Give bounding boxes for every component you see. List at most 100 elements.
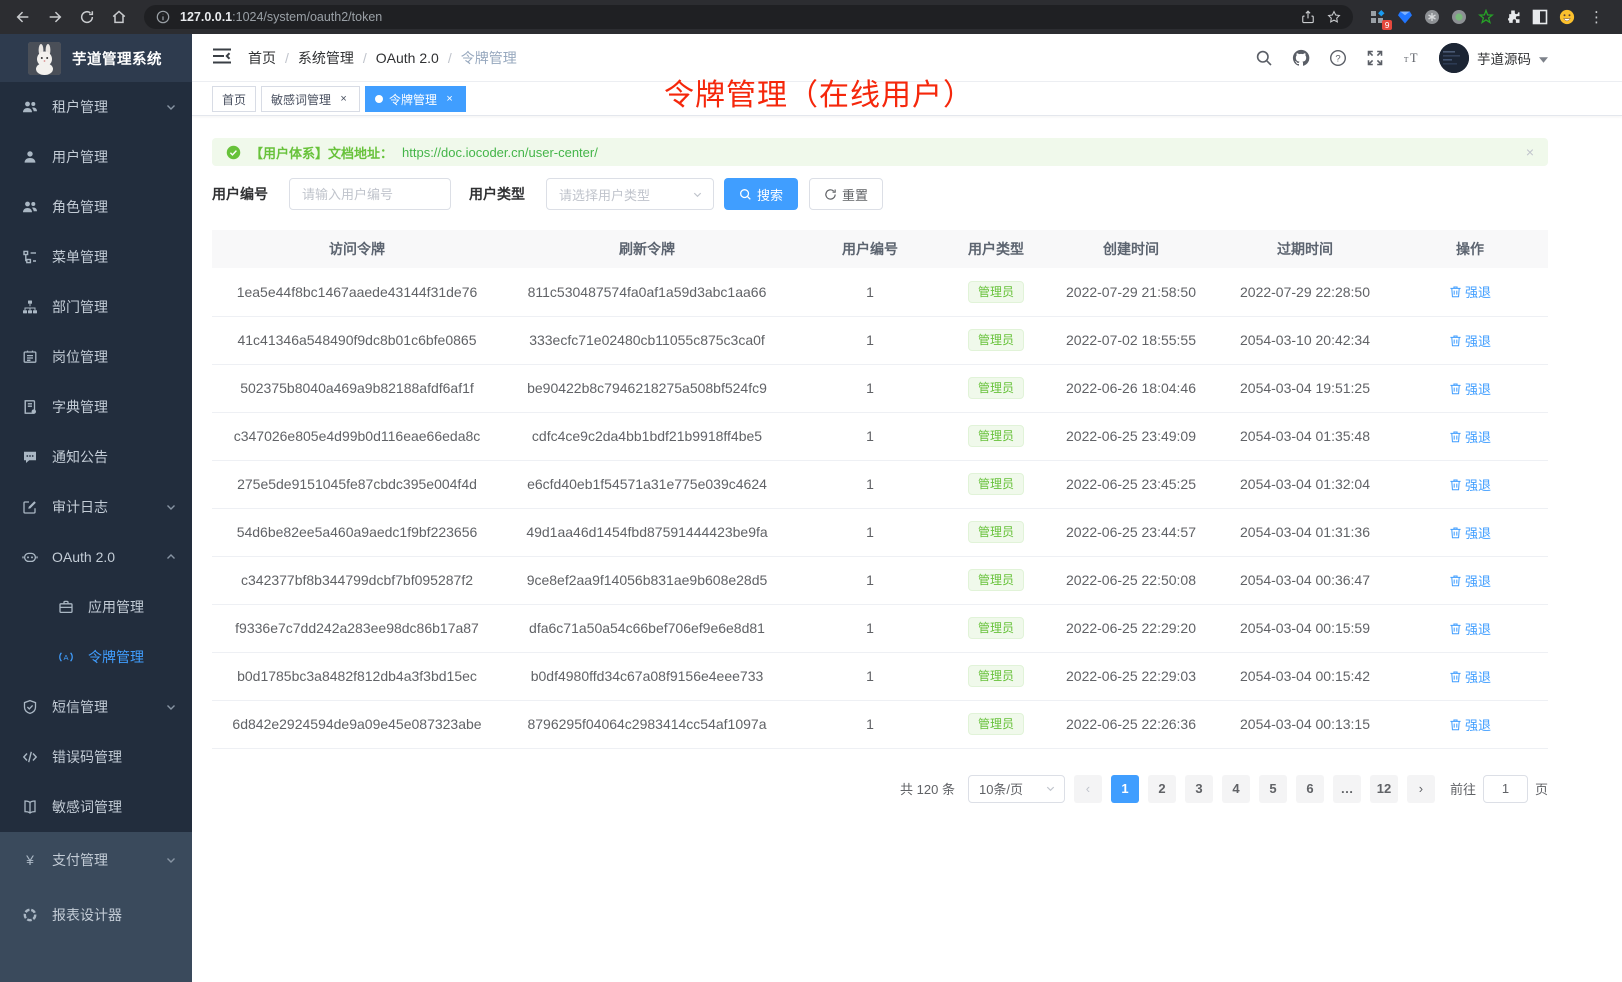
force-logout-link[interactable]: 强退 — [1449, 715, 1491, 734]
tab-item[interactable]: 敏感词管理 × — [261, 86, 361, 112]
force-logout-link[interactable]: 强退 — [1449, 523, 1491, 542]
sidebar-item-error-code[interactable]: 错误码管理 — [0, 732, 192, 782]
cell-expire-time: 2054-03-04 00:15:59 — [1218, 604, 1392, 653]
tab-active[interactable]: 令牌管理 × — [365, 86, 467, 112]
search-button[interactable]: 搜索 — [724, 178, 799, 210]
page-button-5[interactable]: 5 — [1258, 774, 1287, 803]
sidebar-item-pay[interactable]: ¥ 支付管理 — [0, 832, 192, 887]
page-more-button[interactable]: … — [1332, 774, 1361, 803]
sidebar-item-oauth-app[interactable]: 应用管理 — [0, 582, 192, 632]
breadcrumb-item[interactable]: 首页 — [248, 48, 289, 68]
sidebar-item-oauth2[interactable]: OAuth 2.0 — [0, 532, 192, 582]
next-page-button[interactable]: › — [1406, 774, 1435, 803]
extension-star-icon[interactable] — [1477, 8, 1495, 26]
svg-text:?: ? — [1335, 53, 1340, 64]
pagination-goto: 前往 页 — [1450, 774, 1548, 803]
address-bar[interactable]: 127.0.0.1:1024/system/oauth2/token — [144, 5, 1353, 29]
force-logout-link[interactable]: 强退 — [1449, 379, 1491, 398]
browser-back-icon[interactable] — [10, 4, 36, 30]
content: 【用户体系】文档地址： https://doc.iocoder.cn/user-… — [192, 116, 1622, 803]
tab-close-icon[interactable]: × — [340, 92, 347, 105]
table-row: c342377bf8b344799dcbf7bf095287f2 9ce8ef2a… — [212, 556, 1548, 605]
doc-link[interactable]: https://doc.iocoder.cn/user-center/ — [402, 144, 598, 160]
fullscreen-icon[interactable] — [1365, 48, 1385, 68]
page-button-2[interactable]: 2 — [1147, 774, 1176, 803]
column-header: 创建时间 — [1044, 230, 1218, 268]
sidebar-item-menu[interactable]: 菜单管理 — [0, 232, 192, 282]
goto-page-input[interactable] — [1482, 774, 1528, 803]
sidebar-item-dept[interactable]: 部门管理 — [0, 282, 192, 332]
collapse-sidebar-icon[interactable] — [212, 47, 234, 69]
tab-close-icon[interactable]: × — [446, 92, 453, 105]
user-type-badge: 管理员 — [967, 377, 1024, 399]
sms-icon — [22, 699, 38, 715]
table-row: 502375b8040a469a9b82188afdf6af1f be90422b… — [212, 364, 1548, 413]
force-logout-link[interactable]: 强退 — [1449, 475, 1491, 494]
extension-dot-icon[interactable] — [1450, 8, 1468, 26]
force-logout-link[interactable]: 强退 — [1449, 571, 1491, 590]
user-type-placeholder: 请选择用户类型 — [559, 187, 651, 203]
chevron-down-icon — [692, 189, 703, 200]
sidebar-item-report[interactable]: 报表设计器 — [0, 887, 192, 942]
breadcrumb-item[interactable]: OAuth 2.0 — [376, 50, 452, 66]
cell-actions: 强退 — [1392, 364, 1548, 413]
browser-home-icon[interactable] — [106, 4, 132, 30]
page-button-4[interactable]: 4 — [1221, 774, 1250, 803]
cell-expire-time: 2054-03-04 00:36:47 — [1218, 556, 1392, 605]
force-logout-link[interactable]: 强退 — [1449, 619, 1491, 638]
sidebar-item-oauth-token[interactable]: A 令牌管理 — [0, 632, 192, 682]
token-table: 访问令牌 刷新令牌 用户编号 用户类型 创建时间 过期时间 操作 1ea5e44f8bc14… — [212, 230, 1548, 749]
sidebar-item-tenant[interactable]: 租户管理 — [0, 82, 192, 132]
search-icon[interactable] — [1254, 48, 1274, 68]
help-icon[interactable]: ? — [1328, 48, 1348, 68]
breadcrumb-item[interactable]: 系统管理 — [298, 48, 367, 68]
force-logout-link[interactable]: 强退 — [1449, 427, 1491, 446]
sidebar-item-sensitive[interactable]: 敏感词管理 — [0, 782, 192, 832]
page-button-1[interactable]: 1 — [1110, 774, 1139, 803]
extension-asterisk-icon[interactable] — [1423, 8, 1441, 26]
profile-smiley-icon[interactable] — [1558, 8, 1576, 26]
site-info-icon[interactable] — [154, 8, 172, 26]
cell-user-id: 1 — [792, 412, 948, 461]
page-button-6[interactable]: 6 — [1295, 774, 1324, 803]
page-button-12[interactable]: 12 — [1369, 774, 1398, 803]
sidebar-item-sms[interactable]: 短信管理 — [0, 682, 192, 732]
oauth-app-icon — [58, 599, 74, 615]
extension-puzzle-icon[interactable] — [1504, 8, 1522, 26]
page-size-select[interactable]: 10条/页 — [967, 774, 1065, 803]
github-icon[interactable] — [1291, 48, 1311, 68]
app-logo[interactable]: 芋道管理系统 — [0, 34, 192, 82]
sidebar-item-user[interactable]: 用户管理 — [0, 132, 192, 182]
force-logout-link[interactable]: 强退 — [1449, 282, 1491, 301]
svg-text:¥: ¥ — [25, 852, 34, 868]
cell-user-id: 1 — [792, 316, 948, 365]
prev-page-button[interactable]: ‹ — [1073, 774, 1102, 803]
user-type-select[interactable]: 请选择用户类型 — [546, 178, 714, 210]
user-id-input[interactable] — [289, 178, 451, 210]
sidebar-item-notice[interactable]: 通知公告 — [0, 432, 192, 482]
page-button-3[interactable]: 3 — [1184, 774, 1213, 803]
sidebar-item-dict[interactable]: 字典管理 — [0, 382, 192, 432]
browser-reload-icon[interactable] — [74, 4, 100, 30]
cell-user-type: 管理员 — [948, 316, 1044, 365]
sensitive-icon — [22, 799, 38, 815]
reset-button[interactable]: 重置 — [809, 178, 884, 210]
extension-gem-icon[interactable] — [1396, 8, 1414, 26]
user-menu[interactable]: 芋道源码 — [1439, 42, 1548, 73]
alert-close-icon[interactable]: × — [1525, 144, 1534, 160]
browser-menu-icon[interactable]: ⋮ — [1589, 9, 1604, 26]
extension-grid-icon[interactable]: 9 — [1369, 8, 1392, 30]
sidebar-item-role[interactable]: 角色管理 — [0, 182, 192, 232]
tab-label: 首页 — [222, 92, 247, 107]
sidebar-item-audit-log[interactable]: 审计日志 — [0, 482, 192, 532]
browser-forward-icon[interactable] — [42, 4, 68, 30]
tab-item[interactable]: 首页 — [212, 86, 257, 112]
force-logout-link[interactable]: 强退 — [1449, 331, 1491, 350]
sidebar-item-post[interactable]: 岗位管理 — [0, 332, 192, 382]
bookmark-star-icon[interactable] — [1325, 8, 1343, 26]
extension-panel-icon[interactable] — [1531, 8, 1549, 26]
cell-access-token: b0d1785bc3a8482f812db4a3f3bd15ec — [212, 652, 502, 701]
force-logout-link[interactable]: 强退 — [1449, 667, 1491, 686]
share-icon[interactable] — [1299, 8, 1317, 26]
